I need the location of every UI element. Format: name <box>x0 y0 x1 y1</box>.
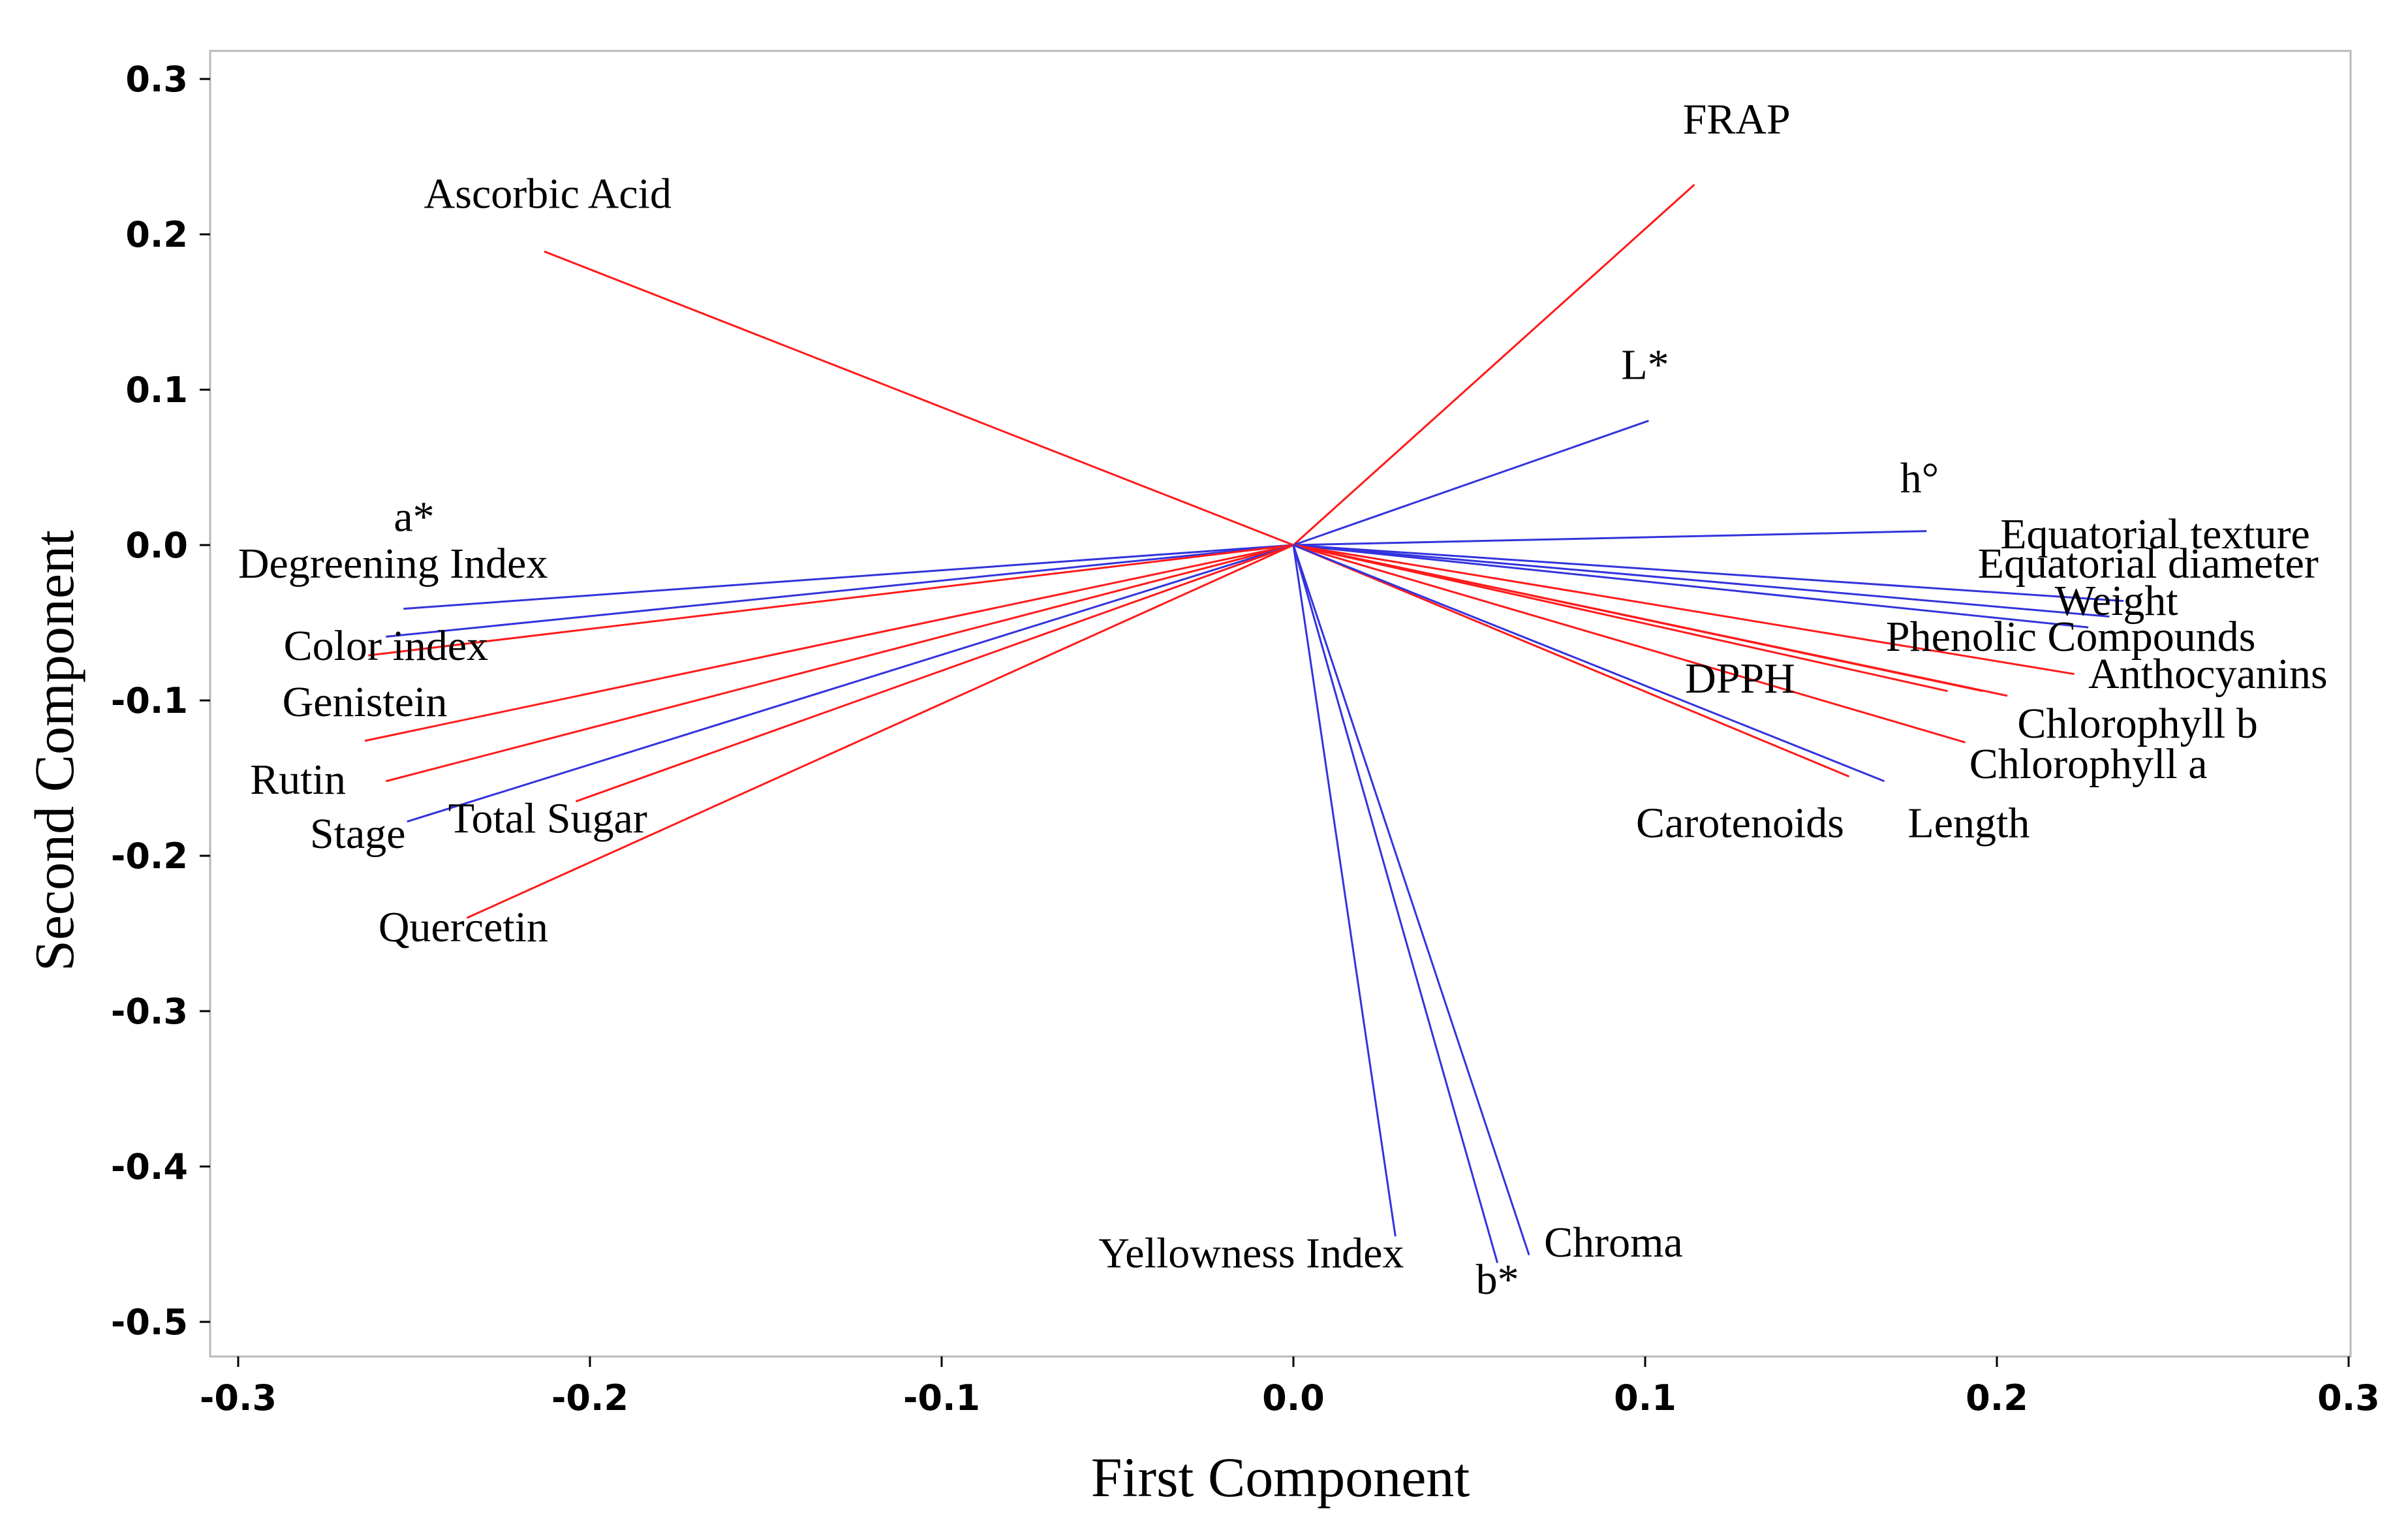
label-a: a* <box>394 493 434 541</box>
x-tick-label: -0.3 <box>200 1377 277 1418</box>
vector-genistein <box>364 544 1294 742</box>
label-chlorophyll-a: Chlorophyll a <box>1969 740 2208 788</box>
label-ascorbic-acid: Ascorbic Acid <box>424 170 671 218</box>
vector-labels: FRAP Ascorbic Acid L* h° Equatorial textureE… <box>238 95 2328 1304</box>
axes: -0.3 -0.2 -0.1 0.0 0.1 0.2 0.3 0.3 0.2 0.1 0.0 -0.1… <box>111 59 2380 1418</box>
vector-degreening-index <box>386 544 1294 638</box>
loading-vectors <box>364 183 2124 1263</box>
label-chlorophyll-b: Chlorophyll b <box>2017 700 2258 747</box>
y-axis-title: Second Component <box>23 530 85 971</box>
y-tick-label: 0.0 <box>125 525 188 566</box>
vector-weight <box>1293 544 2089 629</box>
x-tick-label: -0.1 <box>903 1377 980 1418</box>
vector-a <box>403 544 1294 610</box>
label-quercetin: Quercetin <box>378 903 548 951</box>
y-tick-label: -0.4 <box>111 1146 188 1187</box>
vector-length <box>1293 544 1885 783</box>
y-tick-label: 0.2 <box>125 214 188 255</box>
label-h: h° <box>1900 454 1939 502</box>
label-frap: FRAP <box>1683 95 1791 143</box>
vector-b <box>1292 544 1499 1263</box>
vector-carotenoids <box>1293 544 1850 778</box>
label-genistein: Genistein <box>283 678 448 726</box>
label-carotenoids: Carotenoids <box>1636 799 1844 847</box>
x-tick-label: 0.0 <box>1262 1377 1325 1418</box>
vector-quercetin <box>466 544 1294 919</box>
vector-color-index <box>368 544 1294 657</box>
label-anthocyanins: Anthocyanins <box>2088 650 2328 698</box>
y-tick-label: -0.2 <box>111 836 188 877</box>
vector-stage <box>407 544 1294 823</box>
x-tick-label: 0.3 <box>2317 1377 2380 1418</box>
x-tick-label: 0.2 <box>1966 1377 2028 1418</box>
vector-chroma <box>1292 544 1530 1256</box>
label-length: Length <box>1907 799 2030 847</box>
label-stage: Stage <box>310 810 406 858</box>
vector-total-sugar <box>575 544 1294 803</box>
label-dpph: DPPH <box>1685 655 1795 702</box>
vector-equatorial-diameter <box>1293 544 2110 618</box>
label-degreening-index: Degreening Index <box>238 540 548 587</box>
vector-ascorbic-acid <box>544 250 1294 546</box>
label-color-index: Color index <box>284 622 488 670</box>
y-tick-label: -0.1 <box>111 680 188 721</box>
vector-chlorophyll-a <box>1293 544 1966 744</box>
y-tick-label: 0.3 <box>125 59 188 100</box>
vector-l <box>1293 420 1649 546</box>
label-yellowness-index: Yellowness Index <box>1098 1230 1404 1277</box>
y-tick-label: -0.3 <box>111 991 188 1032</box>
label-rutin: Rutin <box>250 756 346 804</box>
label-chroma: Chroma <box>1544 1219 1683 1266</box>
vector-chlorophyll-b <box>1293 544 2008 697</box>
vector-frap <box>1292 183 1695 546</box>
vector-h <box>1293 530 1927 546</box>
vector-yellowness-index <box>1292 544 1397 1237</box>
x-tick-label: 0.1 <box>1614 1377 1676 1418</box>
vector-dpph <box>1293 544 1948 693</box>
vector-equatorial-texture <box>1293 544 2124 603</box>
vector-rutin <box>386 544 1294 783</box>
x-tick-label: -0.2 <box>551 1377 628 1418</box>
y-tick-label: 0.1 <box>125 369 188 411</box>
plot-frame <box>209 50 2352 1358</box>
vector-anthocyanins <box>1293 544 2075 676</box>
y-tick-label: -0.5 <box>111 1302 188 1343</box>
label-total-sugar: Total Sugar <box>448 794 647 842</box>
label-weight: Weight <box>2055 577 2178 625</box>
label-phenolic-compounds: Phenolic Compounds <box>1886 613 2256 661</box>
x-axis-title: First Component <box>1091 1446 1470 1509</box>
label-equatorial-texture: Equatorial texture <box>2000 510 2310 558</box>
label-l: L* <box>1621 341 1669 388</box>
label-b: b* <box>1476 1256 1519 1304</box>
label-equatorial-diameter: Equatorial diameter <box>1978 540 2319 587</box>
